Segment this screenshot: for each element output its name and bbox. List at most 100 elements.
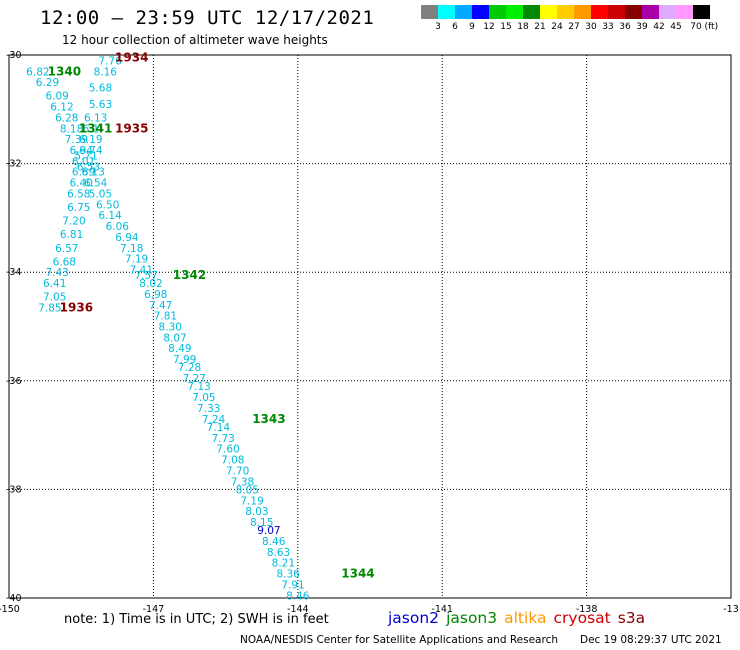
pass-time-label: 1936	[60, 300, 93, 314]
wave-height-label: 9.07	[257, 525, 280, 537]
pass-time-label: 1340	[48, 64, 81, 78]
pass-time-label: 1934	[115, 51, 148, 65]
wave-height-label: 6.01	[72, 156, 95, 168]
generated-timestamp: Dec 19 08:29:37 UTC 2021	[580, 634, 722, 646]
wave-height-label: 6.75	[67, 202, 90, 214]
y-tick-label: -34	[6, 267, 22, 278]
legend-swatch	[472, 5, 489, 19]
wave-height-label: 8.02	[139, 278, 162, 290]
wave-height-label: 6.68	[53, 256, 76, 268]
wave-height-label: 8.16	[94, 66, 118, 78]
wave-height-label: 6.53	[77, 161, 100, 173]
wave-height-label: 7.47	[149, 300, 172, 312]
wave-height-label: 5.63	[89, 99, 112, 111]
wave-height-label: 6.14	[98, 210, 122, 222]
legend-label: 36	[619, 22, 631, 32]
wave-height-label: 8.46	[286, 590, 310, 602]
y-tick-label: -36	[6, 376, 22, 387]
legend-label: 39	[636, 22, 648, 32]
wave-height-label: 6.74	[79, 145, 103, 157]
wave-height-label: 5.68	[89, 83, 112, 95]
wave-height-label: 8.07	[163, 332, 186, 344]
wave-height-label: 7.24	[202, 414, 226, 426]
wave-height-label: 7.05	[192, 392, 215, 404]
wave-height-label: 6.50	[96, 199, 119, 211]
pass-time-label: 1935	[115, 121, 148, 135]
legend-swatch	[693, 5, 710, 19]
legend-label: 18	[517, 22, 529, 32]
legend-swatch	[625, 5, 642, 19]
legend-swatch	[676, 5, 693, 19]
legend-swatch	[421, 5, 438, 19]
pass-time-label: 1341	[79, 121, 112, 135]
wave-height-label: 7.27	[183, 373, 206, 385]
legend-label: 12	[483, 22, 495, 32]
legend-label: 9	[469, 22, 475, 32]
wave-height-label: 7.57	[134, 270, 157, 282]
satellite-jason2: jason2	[388, 609, 440, 627]
legend-label: 24	[551, 22, 563, 32]
wave-height-label: 7.76	[98, 55, 122, 67]
wave-height-label: 8.63	[267, 547, 290, 559]
legend-label: 3	[435, 22, 441, 32]
x-tick-label: -138	[576, 604, 598, 615]
wave-height-label: 8.18	[60, 123, 83, 135]
wave-height-label: 7.43	[45, 267, 68, 279]
legend-label: 30	[585, 22, 597, 32]
pass-time-label: 1344	[341, 567, 374, 581]
chart-title: 12:00 – 23:59 UTC 12/17/2021	[40, 7, 375, 29]
legend-swatch	[523, 5, 540, 19]
wave-height-label: 6.41	[43, 278, 66, 290]
wave-height-label: 8.49	[168, 343, 191, 355]
wave-height-label: 6.81	[60, 229, 83, 241]
wave-height-label: 7.70	[226, 465, 249, 477]
wave-height-label: 6.57	[55, 243, 78, 255]
wave-height-label: 5.71	[74, 150, 97, 162]
wave-height-label: 7.19	[125, 254, 148, 266]
pass-time-label: 1343	[252, 412, 285, 426]
wave-height-label: 6.54	[84, 178, 108, 190]
wave-height-label: 8.21	[272, 558, 295, 570]
credit-line: NOAA/NESDIS Center for Satellite Applica…	[240, 634, 558, 646]
satellite-cryosat: cryosat	[553, 609, 611, 627]
wave-height-label: 7.38	[231, 476, 254, 488]
legend-label: 21	[534, 22, 546, 32]
wave-height-label: 6.94	[70, 145, 94, 157]
wave-height-label: 7.41	[130, 264, 153, 276]
y-tick-label: -32	[6, 159, 22, 170]
satellite-jason3: jason3	[446, 609, 498, 627]
wave-height-label: 6.40	[70, 178, 93, 190]
wave-height-label: 7.39	[65, 134, 88, 146]
legend-label: 45	[670, 22, 682, 32]
plot-frame	[8, 54, 732, 599]
wave-height-label: 6.13	[82, 167, 105, 179]
wave-height-label: 7.99	[173, 354, 196, 366]
x-tick-label: -150	[0, 604, 20, 615]
wave-height-label: 7.85	[38, 302, 61, 314]
wave-height-label: 7.05	[43, 292, 66, 304]
legend-swatch	[591, 5, 608, 19]
legend-swatch	[438, 5, 455, 19]
wave-height-label: 6.94	[115, 232, 139, 244]
chart-subtitle: 12 hour collection of altimeter wave hei…	[62, 33, 328, 47]
wave-height-label: 6.82	[26, 66, 49, 78]
wave-height-label: 6.98	[144, 289, 167, 301]
wave-height-label: 6.19	[79, 134, 102, 146]
wave-height-label: 8.05	[236, 484, 259, 496]
wave-height-label: 7.33	[197, 403, 220, 415]
legend-swatch	[455, 5, 472, 19]
wave-height-label: 7.28	[178, 362, 201, 374]
y-tick-label: -30	[6, 50, 22, 61]
legend-swatch	[659, 5, 676, 19]
legend-swatch	[574, 5, 591, 19]
legend-label: 33	[602, 22, 614, 32]
satellite-altika: altika	[504, 609, 547, 627]
wave-height-label: 8.03	[245, 506, 268, 518]
footnote: note: 1) Time is in UTC; 2) SWH is in fe…	[64, 612, 329, 627]
wave-height-label: 6.1	[82, 123, 99, 135]
wave-height-label: 7.08	[221, 455, 244, 467]
wave-height-label: 7.20	[62, 216, 85, 228]
wave-height-label: 7.18	[120, 243, 143, 255]
legend-swatch	[506, 5, 523, 19]
wave-height-label: 6.12	[50, 102, 73, 114]
